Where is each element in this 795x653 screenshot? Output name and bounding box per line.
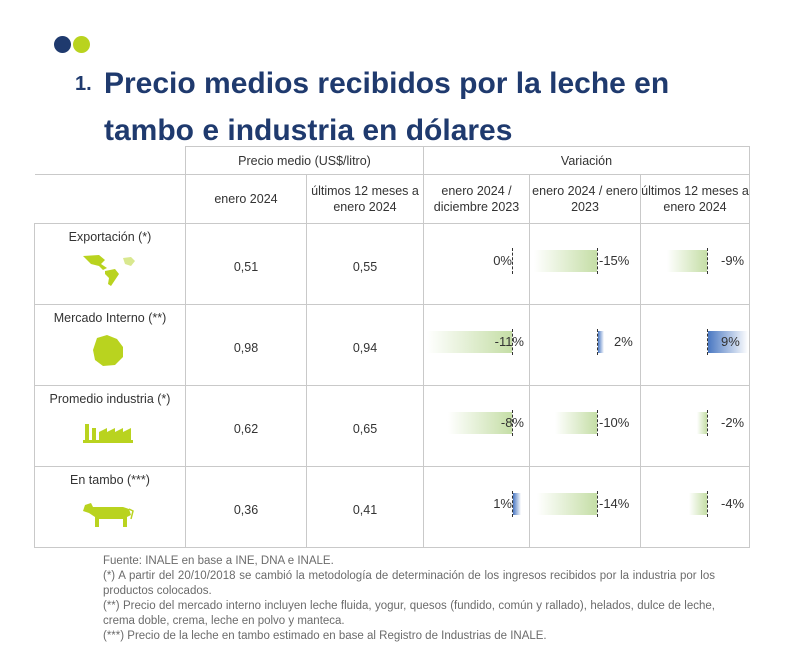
bar-axis	[512, 410, 513, 436]
var-dec-cell: 1%	[423, 466, 530, 548]
var-jan-value: -14%	[599, 496, 630, 511]
header-last12: últimos 12 meses a enero 2024	[306, 174, 424, 224]
price-last12: 0,41	[306, 466, 424, 548]
section-number: 1.	[75, 73, 92, 95]
var-12-cell: -9%	[639, 223, 751, 305]
row-header: Promedio industria (*)	[34, 385, 186, 467]
row-header: Mercado Interno (**)	[34, 304, 186, 386]
bar-axis	[597, 491, 598, 517]
header-blank	[34, 146, 186, 175]
price-jan2024: 0,98	[185, 304, 307, 386]
variation-bar	[708, 331, 748, 353]
variation-bar	[555, 412, 597, 434]
bar-axis	[597, 410, 598, 436]
variation-bar	[598, 331, 604, 353]
var-jan-cell: -14%	[529, 466, 641, 548]
cow-icon	[83, 503, 134, 527]
header-jan2024: enero 2024	[185, 174, 307, 224]
var-jan-cell: -10%	[529, 385, 641, 467]
bar-axis	[512, 491, 513, 517]
table-row: Mercado Interno (**) 0,98 0,94 -11% 2% 9…	[34, 304, 751, 386]
bar-axis	[512, 248, 513, 274]
var-jan-cell: 2%	[529, 304, 641, 386]
navy-dot	[54, 36, 71, 53]
footnotes: Fuente: INALE en base a INE, DNA e INALE…	[103, 554, 715, 644]
price-last12: 0,55	[306, 223, 424, 305]
header-var-jan: enero 2024 / enero 2023	[529, 174, 641, 224]
variation-bar	[689, 493, 707, 515]
var-dec-value: -8%	[500, 415, 524, 430]
var-dec-cell: -8%	[423, 385, 530, 467]
bar-axis	[597, 329, 598, 355]
lime-dot	[73, 36, 90, 53]
price-table: Precio medio (US$/litro) Variación enero…	[34, 146, 751, 548]
header-blank-2	[34, 174, 186, 224]
price-jan2024: 0,51	[185, 223, 307, 305]
uruguay-map-icon	[93, 335, 123, 366]
variation-bar	[448, 412, 512, 434]
variation-bar	[537, 493, 597, 515]
var-jan-value: -10%	[599, 415, 630, 430]
bar-axis	[707, 248, 708, 274]
variation-bar	[667, 250, 707, 272]
header-row-groups: Precio medio (US$/litro) Variación	[34, 146, 751, 175]
header-var-12: últimos 12 meses a enero 2024	[639, 174, 751, 224]
row-label: Exportación (*)	[68, 230, 152, 244]
row-header: En tambo (***)	[34, 466, 186, 548]
var-jan-cell: -15%	[529, 223, 641, 305]
price-last12: 0,94	[306, 304, 424, 386]
map-americas-icon	[83, 255, 135, 286]
header-price-group: Precio medio (US$/litro)	[185, 146, 424, 175]
header-var-dec: enero 2024 / diciembre 2023	[423, 174, 530, 224]
footnote-1: (*) A partir del 20/10/2018 se cambió la…	[103, 570, 715, 597]
bar-axis	[707, 491, 708, 517]
var-12-cell: 9%	[639, 304, 751, 386]
footnote-3: (***) Precio de la leche en tambo estima…	[103, 630, 547, 642]
variation-bar	[513, 493, 521, 515]
table-row: Exportación (*) 0,51 0,55 0% -15% -9%	[34, 223, 751, 305]
variation-bar	[534, 250, 597, 272]
variation-bar	[427, 331, 512, 353]
bar-axis	[597, 248, 598, 274]
var-dec-value: 0%	[493, 253, 512, 268]
var-12-cell: -4%	[639, 466, 751, 548]
row-label: Promedio industria (*)	[49, 392, 171, 406]
row-header: Exportación (*)	[34, 223, 186, 305]
table-row: En tambo (***) 0,36 0,41 1% -14% -4%	[34, 466, 751, 548]
title-text: Precio medios recibidos por la leche en …	[104, 67, 670, 147]
price-last12: 0,65	[306, 385, 424, 467]
var-12-value: -9%	[721, 253, 745, 268]
row-label: Mercado Interno (**)	[53, 311, 167, 325]
var-dec-cell: 0%	[423, 223, 530, 305]
row-label: En tambo (***)	[70, 473, 150, 487]
var-dec-value: 1%	[493, 496, 512, 511]
var-dec-value: -11%	[494, 334, 524, 349]
price-jan2024: 0,36	[185, 466, 307, 548]
var-jan-value: 2%	[614, 334, 633, 349]
bar-axis	[707, 410, 708, 436]
source-note: Fuente: INALE en base a INE, DNA e INALE…	[103, 555, 334, 567]
var-12-value: -4%	[721, 496, 745, 511]
variation-bar	[697, 412, 707, 434]
header-row-columns: enero 2024 últimos 12 meses a enero 2024…	[34, 174, 751, 224]
var-12-value: 9%	[721, 334, 740, 349]
header-variation-group: Variación	[422, 146, 751, 175]
factory-icon	[83, 424, 133, 443]
table-row: Promedio industria (*) 0,62 0,65 -8% -10…	[34, 385, 751, 467]
bar-axis	[707, 329, 708, 355]
var-dec-cell: -11%	[423, 304, 530, 386]
footnote-2: (**) Precio del mercado interno incluyen…	[103, 600, 715, 627]
var-12-value: -2%	[721, 415, 745, 430]
var-jan-value: -15%	[599, 253, 630, 268]
var-12-cell: -2%	[639, 385, 751, 467]
bar-axis	[512, 329, 513, 355]
price-jan2024: 0,62	[185, 385, 307, 467]
